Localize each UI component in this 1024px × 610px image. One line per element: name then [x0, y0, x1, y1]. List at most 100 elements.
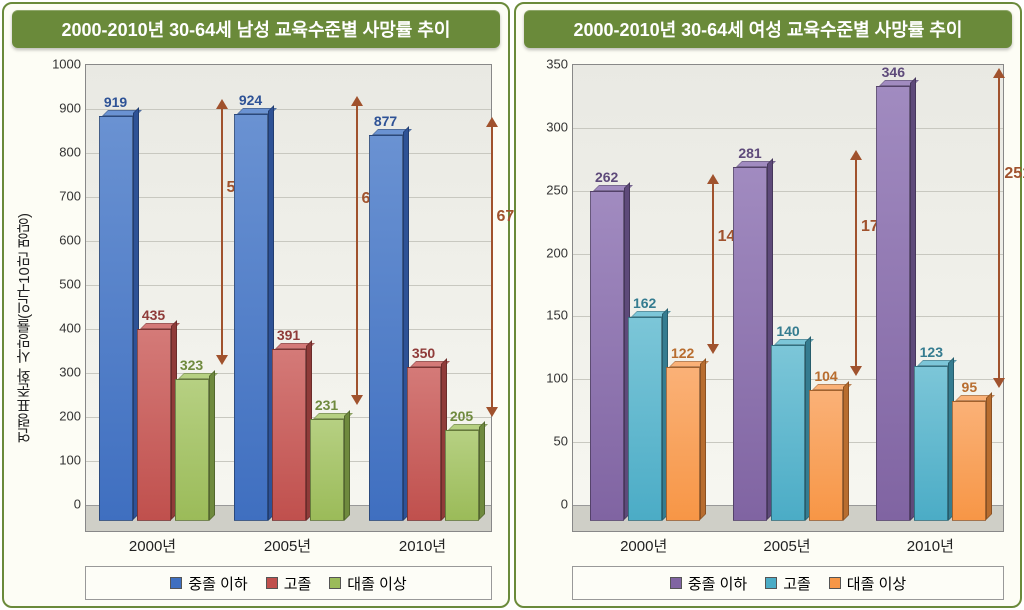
bar-group: 281140104	[733, 167, 843, 520]
y-tick-label: 200	[37, 409, 81, 424]
y-tick-label: 700	[37, 189, 81, 204]
legend-item: 대졸 이상	[329, 573, 406, 594]
bar-value-label: 231	[315, 397, 338, 413]
bar-value-label: 162	[633, 295, 656, 311]
legend-swatch	[329, 577, 341, 589]
legend-label: 중졸 이하	[688, 573, 747, 594]
female-panel: 2000-2010년 30-64세 여성 교육수준별 사망률 추이 262162…	[514, 2, 1022, 608]
bar: 323	[175, 379, 209, 521]
legend-item: 대졸 이상	[829, 573, 906, 594]
bar-value-label: 323	[180, 357, 203, 373]
y-tick-label: 500	[37, 277, 81, 292]
bar-value-label: 262	[595, 169, 618, 185]
y-tick-label: 150	[524, 308, 568, 323]
bar: 262	[590, 191, 624, 520]
male-title: 2000-2010년 30-64세 남성 교육수준별 사망률 추이	[12, 10, 500, 48]
bar: 924	[234, 114, 268, 521]
bar-group: 919435323	[99, 116, 209, 520]
bar: 162	[628, 317, 662, 521]
gap-arrow: 595	[215, 101, 229, 363]
bar-group: 34612395	[876, 86, 986, 521]
bar-value-label: 123	[920, 344, 943, 360]
x-category-label: 2005년	[264, 535, 311, 556]
male-ylabel: 연령표준화 사망률(인구10만 명당)	[12, 54, 37, 602]
bar-value-label: 350	[412, 345, 435, 361]
legend-item: 중졸 이하	[170, 573, 247, 594]
female-chart-wrap: 26216212214028114010417734612395251 중졸 이…	[524, 54, 1012, 602]
legend-swatch	[670, 577, 682, 589]
y-tick-label: 600	[37, 233, 81, 248]
y-tick-label: 350	[524, 57, 568, 72]
y-tick-label: 200	[524, 245, 568, 260]
bar: 123	[914, 366, 948, 521]
bar-value-label: 924	[239, 92, 262, 108]
male-chart-wrap: 연령표준화 사망률(인구10만 명당) 91943532359592439123…	[12, 54, 500, 602]
male-panel: 2000-2010년 30-64세 남성 교육수준별 사망률 추이 연령표준화 …	[2, 2, 510, 608]
bar: 104	[809, 390, 843, 521]
bar-group: 924391231	[234, 114, 344, 521]
gap-arrow: 693	[350, 98, 364, 403]
bar-value-label: 877	[374, 113, 397, 129]
y-tick-label: 0	[524, 497, 568, 512]
legend-label: 중졸 이하	[188, 573, 247, 594]
plot-area: 26216212214028114010417734612395251	[572, 64, 1004, 532]
bar: 140	[771, 345, 805, 521]
y-tick-label: 100	[524, 371, 568, 386]
gap-arrow: 672	[485, 119, 499, 415]
legend-item: 고졸	[266, 573, 312, 594]
legend-label: 대졸 이상	[847, 573, 906, 594]
y-tick-label: 0	[37, 497, 81, 512]
female-title: 2000-2010년 30-64세 여성 교육수준별 사망률 추이	[524, 10, 1012, 48]
x-category-label: 2005년	[763, 535, 810, 556]
bar-value-label: 346	[882, 64, 905, 80]
male-chart: 919435323595924391231693877350205672 중졸 …	[37, 54, 500, 602]
bar-value-label: 104	[814, 368, 837, 384]
legend-swatch	[170, 577, 182, 589]
bar: 205	[445, 430, 479, 520]
bar: 231	[310, 419, 344, 521]
legend-label: 고졸	[783, 573, 811, 594]
bar: 346	[876, 86, 910, 521]
legend-item: 고졸	[765, 573, 811, 594]
bar-value-label: 122	[671, 345, 694, 361]
legend-swatch	[765, 577, 777, 589]
y-tick-label: 250	[524, 182, 568, 197]
bar-value-label: 919	[104, 94, 127, 110]
bar-value-label: 140	[776, 323, 799, 339]
bar-group: 877350205	[369, 135, 479, 521]
grid-line	[86, 109, 491, 110]
x-category-label: 2000년	[620, 535, 667, 556]
gap-arrow: 251	[992, 70, 1006, 386]
male-legend: 중졸 이하 고졸 대졸 이상	[85, 566, 492, 600]
bar: 122	[666, 367, 700, 520]
y-tick-label: 300	[37, 365, 81, 380]
y-tick-label: 400	[37, 321, 81, 336]
y-tick-label: 1000	[37, 57, 81, 72]
bar-value-label: 281	[738, 145, 761, 161]
legend-swatch	[829, 577, 841, 589]
y-tick-label: 300	[524, 119, 568, 134]
gap-arrow-label: 251	[1004, 165, 1024, 183]
x-category-label: 2000년	[129, 535, 176, 556]
bar-value-label: 95	[962, 379, 978, 395]
bar-value-label: 391	[277, 327, 300, 343]
bar: 391	[272, 349, 306, 521]
bar-value-label: 205	[450, 408, 473, 424]
gap-arrow: 177	[849, 152, 863, 375]
y-tick-label: 800	[37, 145, 81, 160]
bar-group: 262162122	[590, 191, 700, 520]
female-chart: 26216212214028114010417734612395251 중졸 이…	[524, 54, 1012, 602]
bar: 435	[137, 329, 171, 520]
gap-arrow: 140	[706, 176, 720, 352]
bar: 95	[952, 401, 986, 520]
y-tick-label: 900	[37, 101, 81, 116]
legend-swatch	[266, 577, 278, 589]
x-category-label: 2010년	[907, 535, 954, 556]
bar: 919	[99, 116, 133, 520]
bar-value-label: 435	[142, 307, 165, 323]
bar: 350	[407, 367, 441, 521]
legend-item: 중졸 이하	[670, 573, 747, 594]
female-legend: 중졸 이하 고졸 대졸 이상	[572, 566, 1004, 600]
y-tick-label: 50	[524, 434, 568, 449]
legend-label: 고졸	[284, 573, 312, 594]
